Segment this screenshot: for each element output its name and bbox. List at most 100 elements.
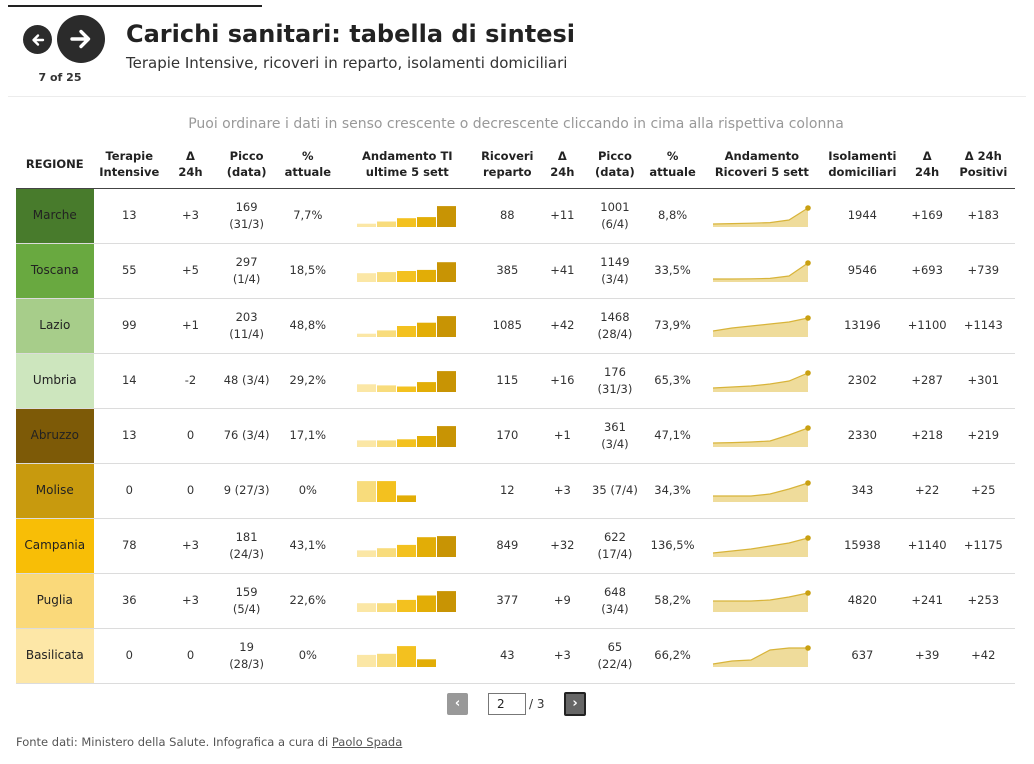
col-header-ti-pct[interactable]: % attuale: [277, 141, 339, 189]
ric-picco-cell: 1468 (28/4): [586, 298, 644, 354]
trend-endpoint: [805, 204, 811, 211]
iso-delta-cell-line1: +22: [915, 483, 940, 498]
ti-pct-cell-line1: 17,1%: [289, 428, 327, 443]
ricoveri-cell: 1085: [476, 298, 539, 354]
ric-picco-cell-line1: 65: [607, 639, 623, 654]
ric-trend-cell: [701, 518, 823, 574]
ti-pct-cell: 17,1%: [277, 408, 339, 464]
ric-delta-cell: +9: [538, 573, 587, 629]
ricoveri-trend-sparkline: [712, 644, 811, 667]
iso-delta-cell: +39: [902, 628, 952, 684]
trend-bar: [437, 590, 457, 612]
positivi-delta-cell-line1: +301: [967, 373, 1000, 388]
ric-picco-cell-line1: 622: [603, 529, 626, 544]
ti-pct-cell-line1: 0%: [298, 483, 317, 498]
page-title: Carichi sanitari: tabella di sintesi: [126, 20, 575, 48]
trend-bar: [397, 386, 417, 392]
author-link[interactable]: Paolo Spada: [331, 735, 403, 749]
ti-pct-cell: 0%: [277, 628, 339, 684]
ti-cell-line1: 99: [121, 318, 137, 333]
ti-delta-cell: 0: [164, 408, 216, 464]
ti-delta-cell: +1: [164, 298, 216, 354]
table-header-row: REGIONE Terapie Intensive Δ 24h Picco (data…: [16, 141, 1015, 189]
ricoveri-trend-sparkline: [712, 314, 811, 337]
ti-cell: 36: [93, 573, 165, 629]
col-header-ric-trend[interactable]: Andamento Ricoveri 5 sett: [701, 141, 823, 189]
isolamenti-cell-line1: 2330: [847, 428, 877, 443]
trend-area: [712, 262, 808, 282]
page-number-input[interactable]: [488, 693, 526, 715]
isolamenti-cell-line1: 637: [851, 648, 874, 663]
iso-delta-cell-line1: +287: [911, 373, 943, 388]
ric-pct-cell-line1: 65,3%: [654, 373, 691, 388]
col-header-ti-picco[interactable]: Picco (data): [215, 141, 278, 189]
ti-delta-cell-line1: +5: [182, 263, 199, 278]
ric-pct-cell-line1: 33,5%: [654, 263, 691, 278]
region-cell: Campania: [16, 518, 94, 574]
slide-counter: 7 of 25: [38, 71, 82, 84]
trend-bar: [437, 205, 457, 227]
summary-table: REGIONE Terapie Intensive Δ 24h Picco (data…: [16, 141, 1015, 684]
col-header-terapie-intensive[interactable]: Terapie Intensive: [93, 141, 165, 189]
table-row: Molise 0 0 9 (27/3) 0% 12 +3 35 (7/4) 34,3% 343 +2…: [16, 463, 1015, 519]
isolamenti-cell-line1: 13196: [844, 318, 881, 333]
trend-line: [712, 371, 809, 389]
ricoveri-cell-line1: 849: [496, 538, 519, 553]
col-header-ti-trend[interactable]: Andamento TI ultime 5 sett: [338, 141, 477, 189]
table-row: Marche 13 +3 169 (31/3) 7,7% 88 +11 1001 (6/4) 8,8…: [16, 188, 1015, 244]
col-header-regione[interactable]: REGIONE: [16, 141, 94, 189]
ric-pct-cell-line1: 136,5%: [650, 538, 695, 553]
col-header-ric-pct[interactable]: % attuale: [643, 141, 702, 189]
positivi-delta-cell-line1: +25: [971, 483, 996, 498]
ti-trend-sparkline: [357, 370, 457, 392]
ricoveri-cell-line1: 170: [496, 428, 519, 443]
col-header-isolamenti[interactable]: Isolamenti domiciliari: [822, 141, 903, 189]
trend-bar: [377, 221, 397, 227]
region-cell: Puglia: [16, 573, 94, 629]
col-header-ricoveri[interactable]: Ricoveri reparto: [476, 141, 539, 189]
trend-bar: [417, 536, 437, 557]
col-header-positivi-delta[interactable]: Δ 24h Positivi: [951, 141, 1015, 189]
ti-picco-cell-line2: (28/3): [229, 656, 264, 671]
ric-trend-cell: [701, 463, 823, 519]
ti-cell-line1: 55: [121, 263, 137, 278]
ric-trend-cell: [701, 188, 823, 244]
table-row: Abruzzo 13 0 76 (3/4) 17,1% 170 +1 361 (3/4) 47,1…: [16, 408, 1015, 464]
ric-pct-cell: 33,5%: [643, 243, 702, 299]
trend-endpoint: [805, 314, 811, 321]
ric-delta-cell: +3: [538, 463, 587, 519]
positivi-delta-cell-line1: +739: [967, 263, 1000, 278]
prev-slide-button[interactable]: [23, 25, 52, 54]
trend-area: [712, 427, 808, 447]
arrow-right-icon: [70, 29, 91, 49]
col-header-ric-picco[interactable]: Picco (data): [586, 141, 644, 189]
trend-endpoint: [805, 644, 811, 651]
isolamenti-cell: 637: [822, 628, 903, 684]
ric-pct-cell: 58,2%: [643, 573, 702, 629]
col-header-label: Intensive: [99, 165, 160, 180]
ti-trend-sparkline: [357, 535, 457, 557]
trend-bar: [397, 438, 417, 447]
trend-area: [712, 647, 808, 667]
ti-pct-cell-line1: 18,5%: [289, 263, 327, 278]
col-header-ric-delta[interactable]: Δ 24h: [538, 141, 587, 189]
ricoveri-cell-line1: 385: [496, 263, 519, 278]
col-header-iso-delta[interactable]: Δ 24h: [902, 141, 952, 189]
trend-bar: [357, 272, 377, 282]
ric-picco-cell-line1: 361: [603, 419, 626, 434]
trend-bar: [357, 333, 377, 337]
ti-pct-cell-line1: 0%: [298, 648, 317, 663]
ric-pct-cell-line1: 34,3%: [654, 483, 691, 498]
region-cell: Marche: [16, 188, 94, 244]
iso-delta-cell-line1: +1100: [907, 318, 947, 333]
col-header-label: attuale: [284, 165, 332, 180]
ric-pct-cell: 136,5%: [643, 518, 702, 574]
col-header-label: REGIONE: [25, 156, 84, 171]
ricoveri-trend-sparkline: [712, 204, 811, 227]
prev-page-button[interactable]: ‹: [447, 693, 468, 715]
ricoveri-cell-line1: 115: [496, 373, 519, 388]
col-header-ti-delta[interactable]: Δ 24h: [164, 141, 216, 189]
next-page-button[interactable]: ›: [564, 692, 586, 716]
next-slide-button[interactable]: [57, 15, 105, 63]
ricoveri-cell: 170: [476, 408, 539, 464]
